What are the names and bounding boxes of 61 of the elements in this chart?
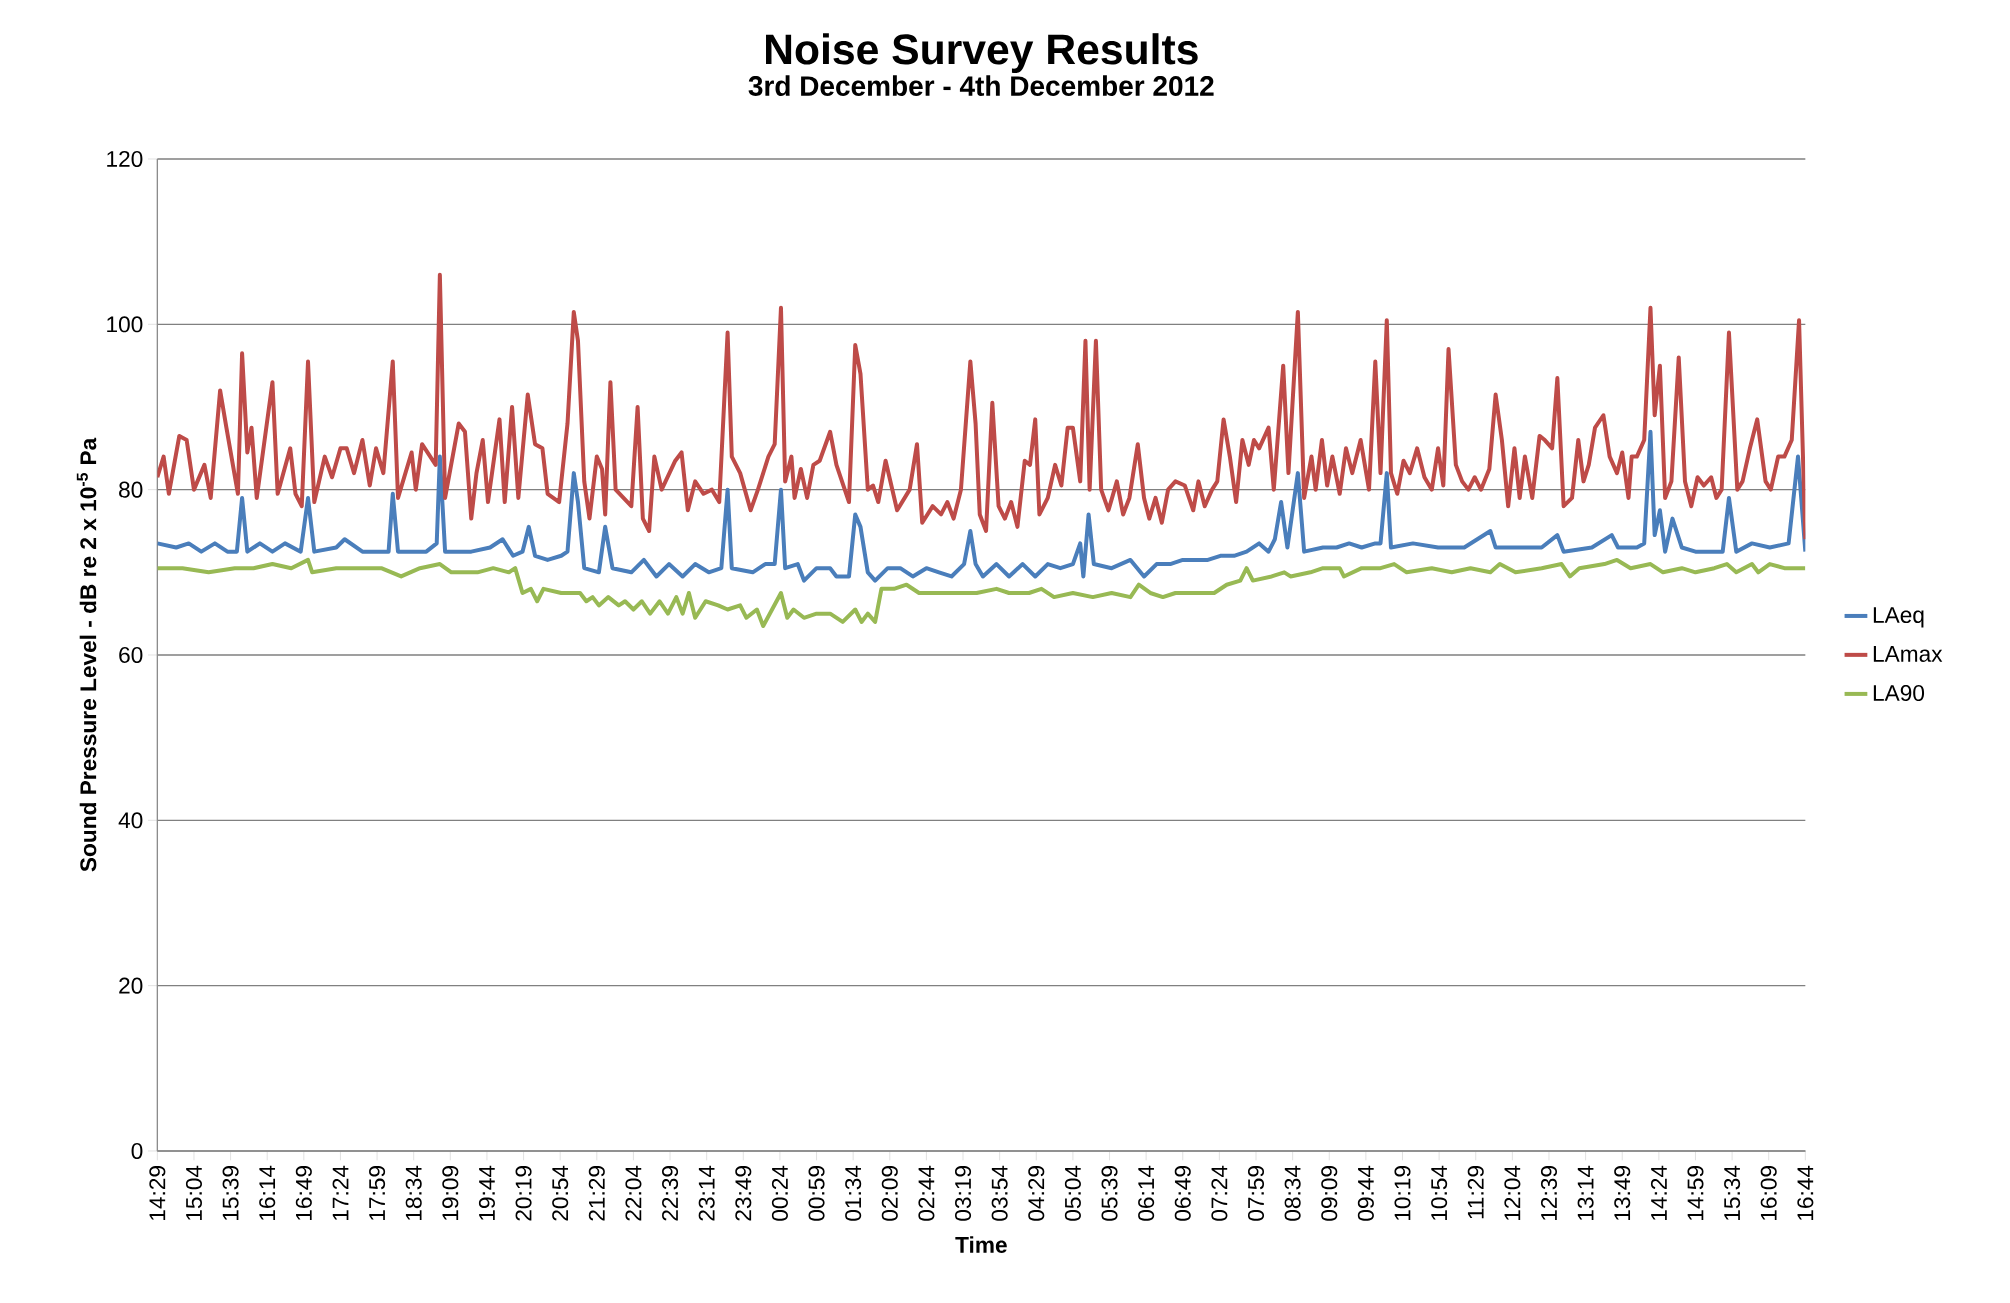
x-tick-label: 16:49 — [295, 1166, 312, 1221]
x-tick-label: 01:34 — [845, 1165, 862, 1221]
x-tick-label: 20:19 — [515, 1166, 532, 1221]
x-tick-label: 17:59 — [369, 1166, 386, 1221]
x-tick-label: 17:24 — [332, 1165, 349, 1221]
x-tick-label: 18:34 — [405, 1165, 422, 1221]
x-tick-label: 16:44 — [1797, 1165, 1814, 1221]
y-tick-label: 0 — [131, 1142, 143, 1160]
y-tick-label: 60 — [119, 646, 143, 664]
x-tick-label: 13:49 — [1614, 1166, 1631, 1221]
x-tick-label: 22:04 — [625, 1165, 642, 1221]
x-tick-label: 19:09 — [442, 1166, 459, 1221]
x-axis-title: Time — [955, 1236, 1007, 1253]
y-tick-label: 20 — [119, 977, 143, 994]
y-tick-label: 120 — [107, 150, 143, 168]
x-tick-label: 15:39 — [222, 1166, 239, 1221]
x-tick-label: 07:59 — [1247, 1166, 1265, 1221]
x-tick-label: 02:09 — [881, 1166, 898, 1221]
legend-label: LAmax — [1873, 646, 1943, 662]
x-tick-label: 15:04 — [185, 1165, 202, 1221]
x-tick-label: 03:54 — [991, 1165, 1008, 1221]
x-tick-label: 23:49 — [735, 1166, 752, 1221]
y-tick-label: 40 — [118, 812, 143, 829]
legend-label: LAeq — [1873, 607, 1924, 628]
line-series — [157, 272, 1806, 542]
x-tick-label: 20:54 — [552, 1165, 569, 1221]
x-tick-label: 05:04 — [1064, 1165, 1081, 1221]
chart-title: Noise Survey Results — [766, 33, 1198, 73]
x-tick-label: 21:29 — [588, 1166, 605, 1221]
legend-label: LA90 — [1873, 685, 1925, 702]
x-tick-label: 16:09 — [1760, 1166, 1777, 1221]
x-tick-label: 10:19 — [1394, 1166, 1411, 1221]
x-tick-label: 15:34 — [1724, 1165, 1741, 1221]
y-axis-title: Sound Pressure Level - dB re 2 x 10$^{-5}$ Pa — [76, 437, 97, 872]
y-tick-label: 80 — [119, 481, 143, 498]
x-tick-label: 13:14 — [1577, 1165, 1594, 1221]
x-tick-label: 00:59 — [808, 1166, 825, 1221]
chart-subtitle: 3rd December - 4th December 2012 — [748, 75, 1214, 96]
x-tick-label: 04:29 — [1028, 1166, 1045, 1221]
x-tick-label: 14:59 — [1687, 1166, 1704, 1221]
x-tick-label: 09:44 — [1357, 1165, 1374, 1221]
x-tick-label: 06:49 — [1174, 1166, 1191, 1221]
y-tick-label: 100 — [107, 316, 143, 333]
x-tick-label: 09:09 — [1321, 1166, 1338, 1221]
x-tick-label: 11:29 — [1467, 1166, 1484, 1219]
x-tick-label: 06:14 — [1138, 1165, 1155, 1221]
x-tick-label: 05:39 — [1101, 1166, 1118, 1221]
x-tick-label: 14:29 — [149, 1166, 166, 1221]
x-tick-label: 08:34 — [1284, 1165, 1301, 1221]
x-tick-label: 16:14 — [259, 1165, 276, 1221]
x-tick-label: 12:39 — [1540, 1166, 1558, 1221]
x-tick-label: 07:24 — [1211, 1165, 1228, 1221]
x-tick-label: 10:54 — [1431, 1165, 1448, 1221]
x-tick-label: 03:19 — [955, 1166, 972, 1221]
x-tick-label: 14:24 — [1650, 1165, 1667, 1221]
x-tick-label: 00:24 — [771, 1165, 788, 1221]
x-tick-label: 23:14 — [698, 1165, 715, 1221]
x-tick-label: 12:04 — [1504, 1165, 1521, 1221]
x-tick-label: 22:39 — [662, 1166, 679, 1221]
x-tick-label: 02:44 — [918, 1165, 935, 1221]
x-tick-label: 19:44 — [478, 1165, 495, 1221]
